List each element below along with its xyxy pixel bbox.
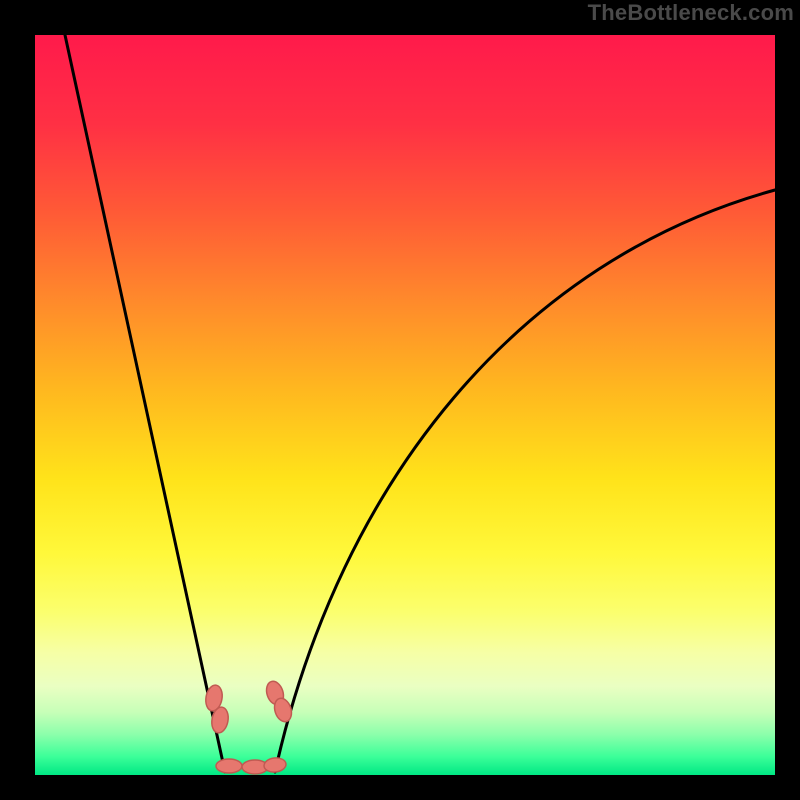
chart-svg bbox=[0, 0, 800, 800]
watermark-text: TheBottleneck.com bbox=[588, 0, 794, 26]
bottleneck-chart: TheBottleneck.com bbox=[0, 0, 800, 800]
marker-lozenge bbox=[216, 759, 242, 773]
